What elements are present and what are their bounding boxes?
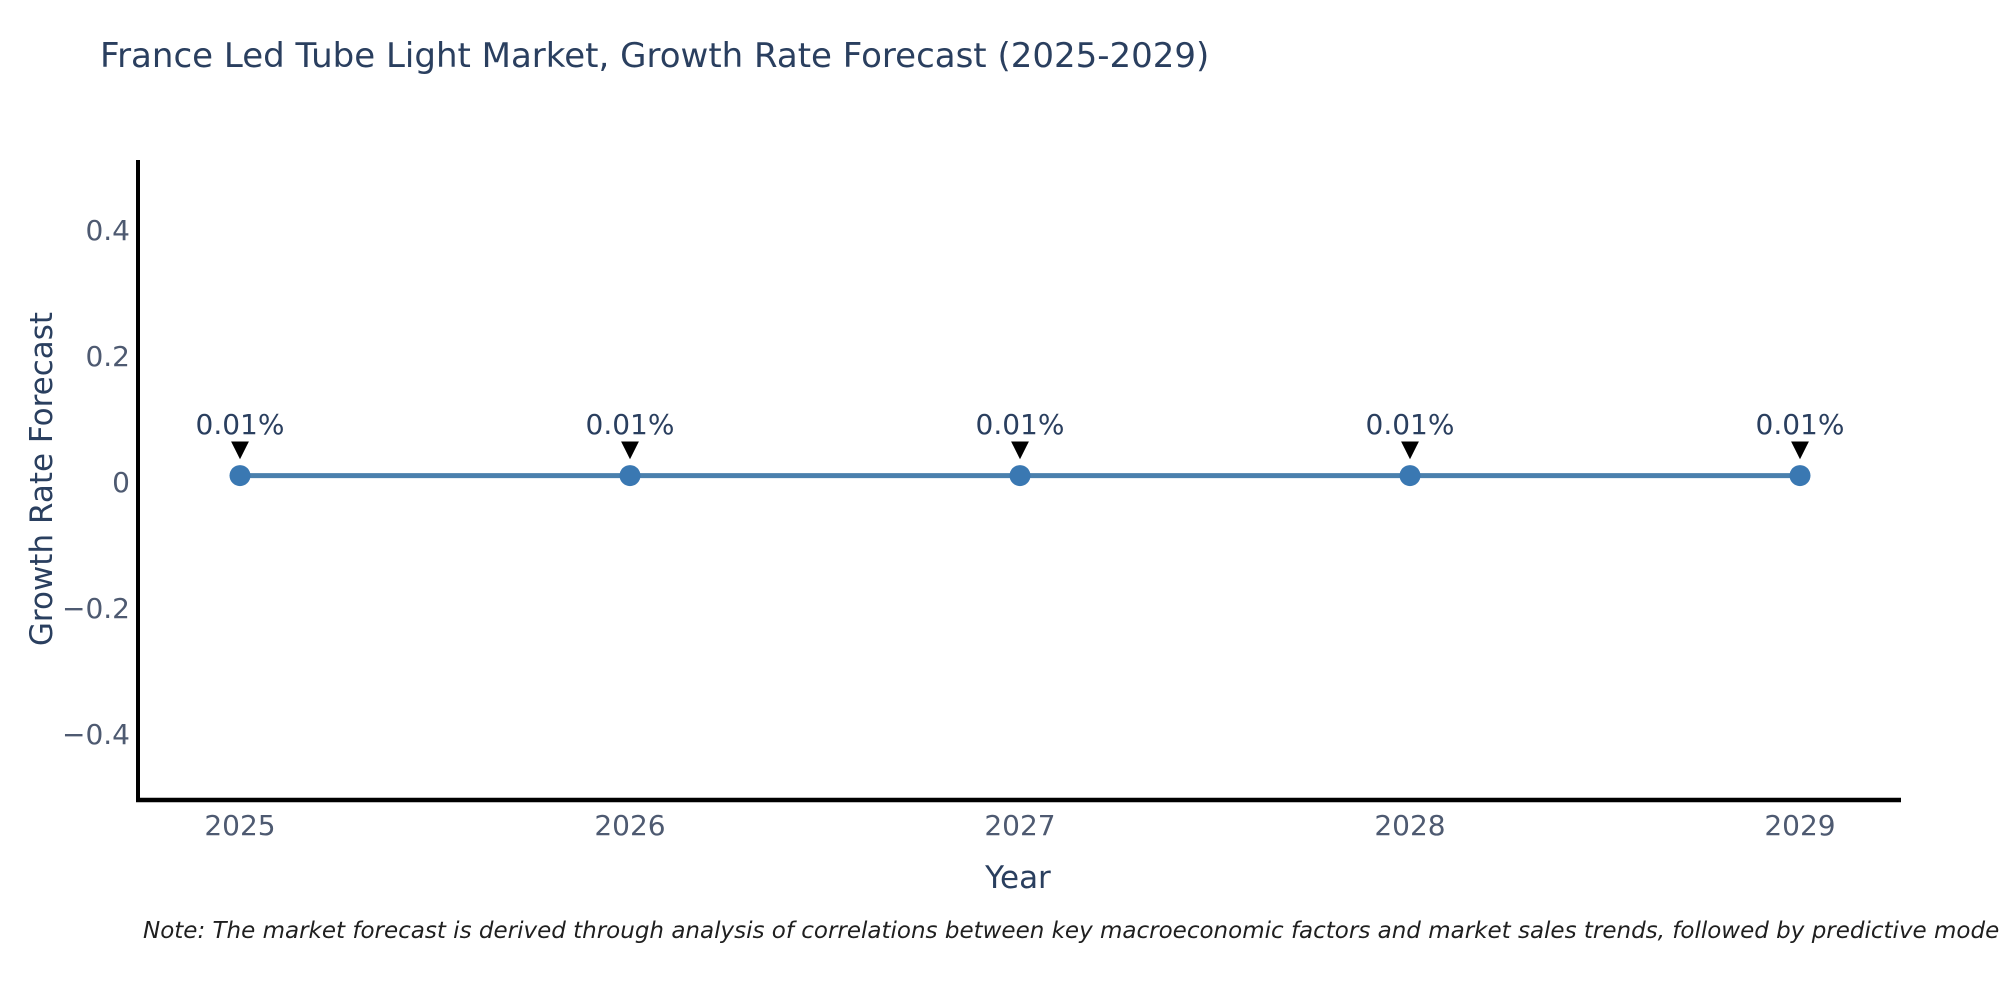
data-point-marker bbox=[1009, 465, 1031, 487]
y-tick-label: −0.4 bbox=[62, 718, 130, 751]
x-tick-label: 2029 bbox=[1764, 809, 1835, 842]
data-point-marker bbox=[1789, 465, 1811, 487]
chart-title: France Led Tube Light Market, Growth Rat… bbox=[100, 36, 1210, 76]
y-tick-label: 0.2 bbox=[85, 340, 130, 373]
y-tick-label: 0 bbox=[112, 466, 130, 499]
x-axis-title: Year bbox=[985, 860, 1051, 896]
data-point-marker bbox=[1399, 465, 1421, 487]
y-tick-label: −0.2 bbox=[62, 592, 130, 625]
point-value-label: 0.01% bbox=[1756, 408, 1845, 441]
point-value-label: 0.01% bbox=[196, 408, 285, 441]
x-tick-label: 2027 bbox=[984, 809, 1055, 842]
data-point-marker bbox=[229, 465, 251, 487]
chart-footnote: Note: The market forecast is derived thr… bbox=[143, 918, 2000, 944]
point-value-label: 0.01% bbox=[1366, 408, 1455, 441]
point-value-label: 0.01% bbox=[586, 408, 675, 441]
x-tick-label: 2028 bbox=[1374, 809, 1445, 842]
x-tick-label: 2026 bbox=[594, 809, 665, 842]
x-tick-label: 2025 bbox=[204, 809, 275, 842]
point-value-label: 0.01% bbox=[976, 408, 1065, 441]
y-tick-label: 0.4 bbox=[85, 214, 130, 247]
data-point-marker bbox=[619, 465, 641, 487]
